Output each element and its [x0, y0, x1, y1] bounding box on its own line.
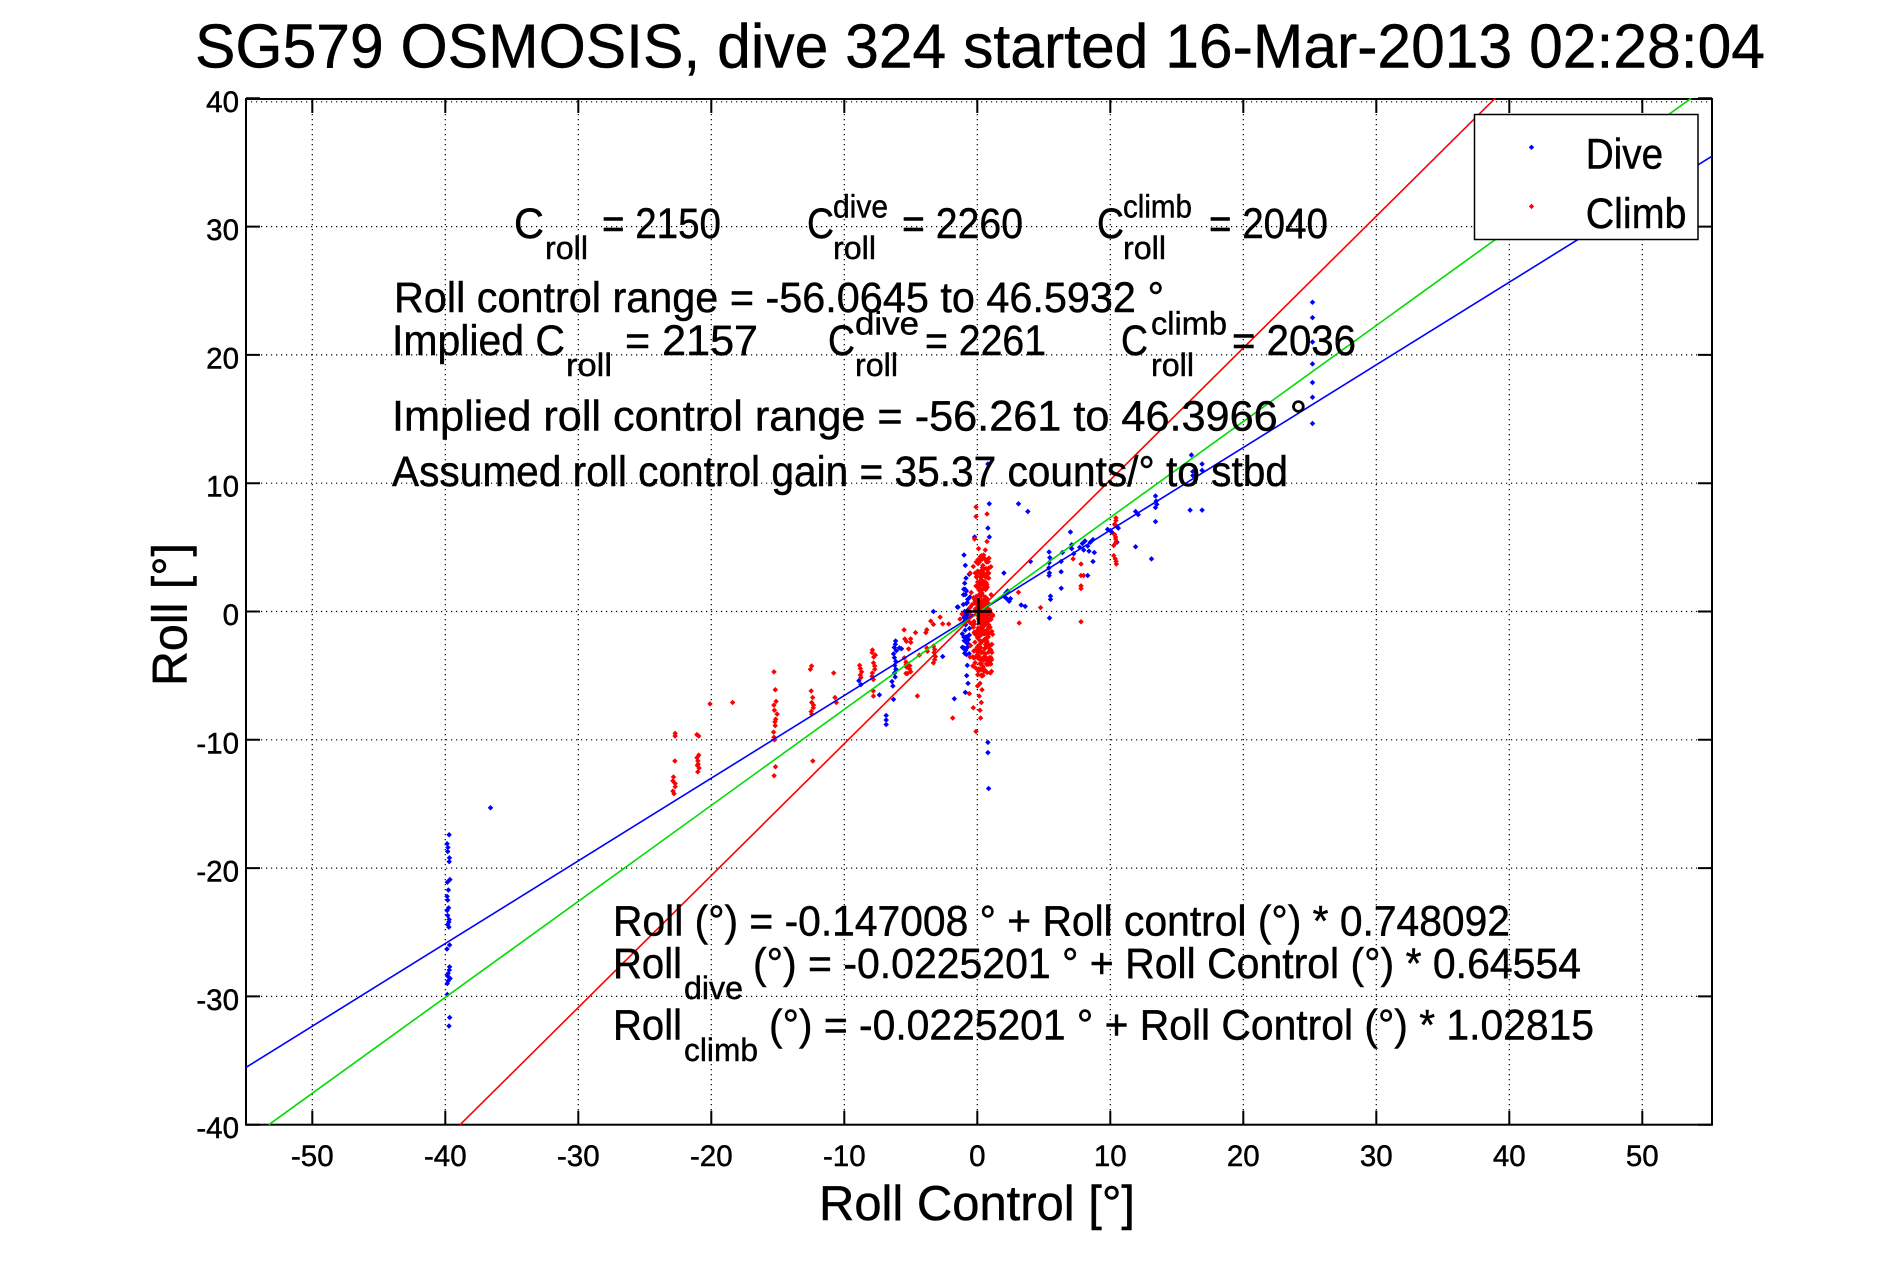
svg-text:roll: roll	[833, 230, 876, 266]
svg-text:= 2157: = 2157	[625, 317, 758, 365]
svg-text:-10: -10	[196, 727, 239, 760]
svg-text:= 2261: = 2261	[925, 317, 1046, 365]
svg-text:roll: roll	[1151, 347, 1194, 383]
svg-text:40: 40	[206, 86, 239, 119]
svg-text:-40: -40	[196, 1112, 239, 1145]
svg-text:-20: -20	[690, 1140, 733, 1173]
svg-text:30: 30	[1360, 1140, 1393, 1173]
svg-text:Dive: Dive	[1586, 131, 1664, 179]
svg-text:Roll Control [°]: Roll Control [°]	[819, 1177, 1135, 1231]
svg-text:C: C	[828, 317, 855, 365]
svg-text:Implied C: Implied C	[392, 317, 565, 365]
svg-text:= 2040: = 2040	[1209, 200, 1328, 248]
svg-text:climb: climb	[1123, 189, 1192, 225]
svg-text:SG579 OSMOSIS, dive 324 starte: SG579 OSMOSIS, dive 324 started 16-Mar-2…	[195, 13, 1765, 82]
svg-text:= 2036: = 2036	[1232, 317, 1356, 365]
svg-text:Roll control range = -56.0645: Roll control range = -56.0645 to 46.5932…	[394, 274, 1164, 322]
svg-text:0: 0	[223, 599, 239, 632]
svg-text:= 2260: = 2260	[902, 200, 1023, 248]
svg-text:roll: roll	[855, 347, 898, 383]
svg-text:-30: -30	[196, 984, 239, 1017]
svg-text:20: 20	[206, 342, 239, 375]
svg-text:Climb: Climb	[1586, 190, 1687, 238]
svg-text:C: C	[1097, 200, 1124, 248]
svg-text:C: C	[807, 200, 834, 248]
svg-text:C: C	[1121, 317, 1148, 365]
svg-text:= 2150: = 2150	[602, 200, 721, 248]
svg-text:20: 20	[1227, 1140, 1260, 1173]
svg-text:10: 10	[1094, 1140, 1127, 1173]
svg-text:dive: dive	[684, 970, 743, 1006]
svg-text:Assumed roll control gain = 35: Assumed roll control gain = 35.37 counts…	[392, 448, 1288, 496]
svg-text:-20: -20	[196, 856, 239, 889]
svg-text:Roll [°]: Roll [°]	[144, 543, 198, 686]
svg-text:0: 0	[969, 1140, 985, 1173]
svg-text:40: 40	[1493, 1140, 1526, 1173]
svg-text:Roll: Roll	[613, 940, 682, 988]
svg-text:roll: roll	[566, 347, 612, 383]
svg-text:roll: roll	[1123, 230, 1166, 266]
svg-text:Roll: Roll	[613, 1002, 682, 1050]
svg-text:-30: -30	[557, 1140, 600, 1173]
svg-text:(°) = -0.0225201 ° + Roll Cont: (°) = -0.0225201 ° + Roll Control (°) * …	[753, 940, 1581, 988]
svg-text:10: 10	[206, 471, 239, 504]
svg-text:dive: dive	[833, 189, 888, 225]
svg-text:Implied roll control range = -: Implied roll control range = -56.261 to …	[392, 393, 1307, 441]
svg-text:climb: climb	[684, 1032, 758, 1068]
svg-text:climb: climb	[1151, 306, 1227, 342]
svg-text:-10: -10	[823, 1140, 866, 1173]
svg-text:dive: dive	[855, 306, 919, 342]
svg-text:-50: -50	[291, 1140, 334, 1173]
svg-text:(°) = -0.0225201 ° + Roll Cont: (°) = -0.0225201 ° + Roll Control (°) * …	[769, 1002, 1594, 1050]
svg-text:-40: -40	[424, 1140, 467, 1173]
svg-text:Roll (°) = -0.147008 ° + Roll: Roll (°) = -0.147008 ° + Roll control (°…	[613, 898, 1510, 946]
svg-text:C: C	[514, 200, 544, 248]
svg-text:roll: roll	[545, 230, 588, 266]
svg-text:50: 50	[1626, 1140, 1659, 1173]
svg-text:30: 30	[206, 214, 239, 247]
